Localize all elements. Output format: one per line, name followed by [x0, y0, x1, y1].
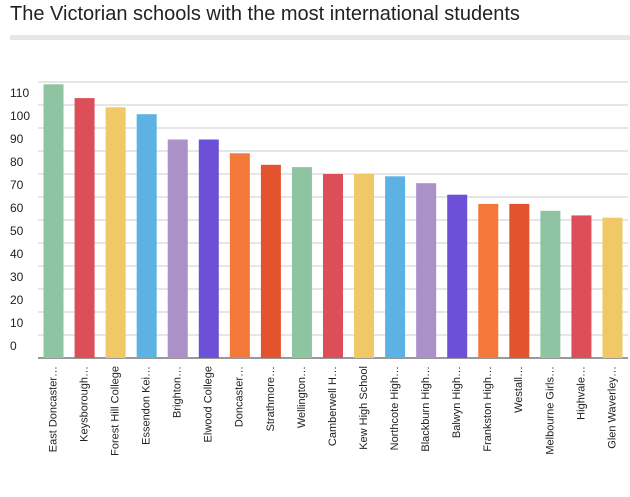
bar — [478, 203, 499, 358]
bar — [291, 167, 312, 358]
y-tick-label: 0 — [10, 339, 17, 353]
y-tick-label: 10 — [10, 316, 24, 330]
y-tick-label: 30 — [10, 270, 24, 284]
y-tick-label: 70 — [10, 178, 24, 192]
bar — [416, 183, 437, 358]
x-tick-label: Blackburn High… — [420, 366, 432, 452]
x-tick-label: Frankston High… — [482, 366, 494, 452]
x-tick-label: Forest Hill College — [110, 366, 122, 456]
x-tick-label: Brighton… — [172, 366, 184, 418]
y-tick-label: 90 — [10, 132, 24, 146]
x-tick-label: Strathmore… — [265, 366, 277, 431]
x-tick-label: East Doncaster… — [47, 366, 59, 452]
y-tick-label: 80 — [10, 155, 24, 169]
x-tick-label: Northcote High… — [389, 366, 401, 450]
y-tick-label: 20 — [10, 293, 24, 307]
bar — [260, 164, 281, 358]
x-tick-label: Westall… — [513, 366, 525, 413]
bar — [43, 84, 64, 359]
bar — [229, 153, 250, 358]
bar — [509, 203, 530, 358]
y-tick-label: 100 — [10, 109, 30, 123]
bar — [136, 114, 157, 358]
bar — [540, 210, 561, 358]
bar — [354, 174, 375, 358]
x-tick-label: Glen Waverley… — [606, 366, 618, 449]
y-tick-label: 40 — [10, 247, 24, 261]
y-tick-label: 50 — [10, 224, 24, 238]
x-tick-label: Elwood College — [203, 366, 215, 442]
title-rule — [10, 35, 630, 40]
bar — [74, 98, 95, 358]
x-tick-label: Wellington… — [296, 366, 308, 428]
x-tick-label: Highvale… — [575, 366, 587, 420]
bar — [167, 139, 188, 358]
bar — [571, 215, 592, 358]
bar — [447, 194, 468, 358]
x-tick-label: Keysborough… — [78, 366, 90, 442]
bar — [198, 139, 219, 358]
x-tick-label: Essendon Kei… — [141, 366, 153, 445]
y-tick-label: 60 — [10, 201, 24, 215]
x-tick-label: Balwyn High… — [451, 366, 463, 438]
bar — [385, 176, 406, 358]
bar — [323, 174, 343, 358]
bar — [105, 107, 126, 358]
y-tick-label: 110 — [10, 86, 29, 100]
x-tick-label: Doncaster… — [234, 366, 246, 427]
bar — [602, 217, 623, 358]
x-tick-label: Camberwell H… — [327, 366, 339, 446]
chart-title: The Victorian schools with the most inte… — [10, 3, 520, 25]
x-tick-label: Kew High School — [358, 366, 370, 450]
x-tick-label: Melbourne Girls… — [544, 366, 556, 455]
